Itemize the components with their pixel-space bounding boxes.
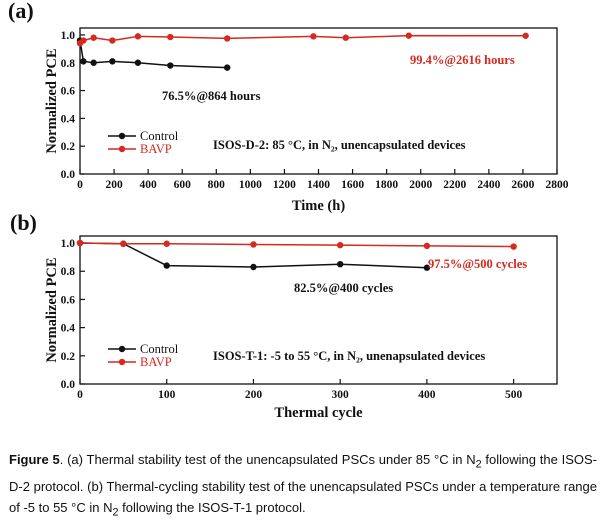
data-point-bavp: [80, 37, 87, 44]
data-point-bavp: [423, 242, 431, 250]
y-tick-label: 0.6: [61, 86, 76, 98]
x-tick-label: 500: [505, 389, 523, 401]
y-axis-label: Normalized PCE: [44, 48, 60, 153]
data-point-bavp: [510, 243, 517, 250]
x-tick-label: 0: [77, 389, 83, 401]
data-point-control: [80, 58, 87, 65]
data-point-bavp: [134, 33, 142, 40]
y-tick-label: 0.4: [61, 113, 76, 125]
data-point-bavp: [223, 35, 231, 42]
legend-entry: Control: [140, 129, 179, 143]
x-tick-label: 2600: [511, 179, 534, 191]
series-line-bavp: [79, 34, 526, 44]
x-tick-label: 0: [77, 179, 83, 191]
x-tick-label: 200: [105, 179, 123, 191]
y-tick-label: 0.8: [61, 266, 76, 278]
legend-entry: BAVP: [140, 355, 172, 369]
x-tick-label: 400: [418, 389, 436, 401]
x-tick-label: 1200: [273, 179, 296, 191]
legend-entry: Control: [140, 342, 179, 356]
data-point-bavp: [167, 33, 174, 41]
data-point-control: [167, 62, 174, 69]
data-point-control: [250, 263, 257, 271]
x-tick-label: 200: [245, 389, 263, 401]
data-point-control: [423, 264, 431, 271]
y-tick-label: 0.4: [61, 323, 76, 335]
x-axis-label: Thermal cycle: [274, 405, 363, 421]
legend-marker: [118, 132, 126, 140]
y-tick-label: 0.8: [61, 58, 76, 70]
data-point-bavp: [76, 239, 84, 247]
data-point-bavp: [522, 32, 529, 39]
data-point-control: [90, 59, 97, 66]
plot-frame: [79, 235, 558, 385]
panel-label: (b): [10, 210, 37, 235]
bavp-result-label: 97.5%@500 cycles: [428, 257, 527, 271]
figure-caption: Figure 5. (a) Thermal stability test of …: [9, 449, 597, 523]
control-result-label: 76.5%@864 hours: [162, 89, 261, 103]
data-point-bavp: [342, 34, 349, 41]
data-point-control: [134, 59, 142, 66]
y-tick-label: 1.0: [61, 238, 76, 250]
x-tick-label: 2800: [546, 179, 569, 191]
x-tick-label: 800: [208, 179, 226, 191]
y-tick-label: 0.0: [61, 379, 76, 391]
x-tick-label: 400: [140, 179, 158, 191]
data-point-bavp: [336, 241, 344, 249]
x-tick-label: 100: [158, 389, 176, 401]
x-tick-label: 2200: [443, 179, 466, 191]
caption-text: . (a) Thermal stability test of the unen…: [9, 452, 597, 519]
legend-marker: [118, 145, 126, 153]
data-point-bavp: [310, 33, 317, 40]
data-point-control: [223, 64, 231, 71]
condition-annotation: ISOS-T-1: -5 to 55 °C, in N₂, unenapsula…: [213, 349, 485, 363]
legend-marker: [118, 358, 126, 366]
series-line-control: [79, 40, 228, 69]
legend-entry: BAVP: [140, 142, 172, 156]
y-tick-label: 0.6: [61, 294, 76, 306]
data-point-bavp: [405, 32, 412, 39]
caption-figure-label: Figure 5: [9, 452, 60, 467]
data-point-bavp: [120, 240, 127, 247]
x-tick-label: 1400: [307, 179, 330, 191]
data-point-control: [163, 262, 170, 269]
y-tick-label: 0.0: [61, 169, 76, 181]
bavp-result-label: 99.4%@2616 hours: [410, 53, 515, 67]
y-tick-label: 0.2: [61, 141, 76, 153]
x-tick-label: 600: [174, 179, 192, 191]
x-tick-label: 2000: [409, 179, 432, 191]
x-tick-label: 1800: [375, 179, 398, 191]
data-point-bavp: [109, 37, 116, 44]
data-point-control: [336, 260, 344, 268]
data-point-bavp: [163, 240, 170, 247]
x-tick-label: 300: [332, 389, 350, 401]
data-point-bavp: [90, 34, 97, 41]
figure-canvas: (a)0 200 400 600 800 1000 1200 1400 1600 1800 2000…: [8, 0, 569, 421]
x-tick-label: 2400: [477, 179, 500, 191]
data-point-bavp: [250, 241, 257, 248]
control-result-label: 82.5%@400 cycles: [294, 281, 393, 295]
legend-marker: [118, 345, 126, 353]
panel-label: (a): [8, 0, 34, 23]
y-tick-label: 1.0: [61, 30, 76, 42]
x-axis-label: Time (h): [292, 198, 345, 214]
data-point-control: [109, 58, 116, 65]
y-tick-label: 0.2: [61, 351, 76, 363]
x-tick-label: 1000: [239, 179, 262, 191]
y-axis-label: Normalized PCE: [44, 257, 60, 362]
x-tick-label: 1600: [341, 179, 364, 191]
condition-annotation: ISOS-D-2: 85 °C, in N₂, unencapsulated d…: [213, 138, 466, 152]
series-line-bavp: [79, 242, 514, 248]
